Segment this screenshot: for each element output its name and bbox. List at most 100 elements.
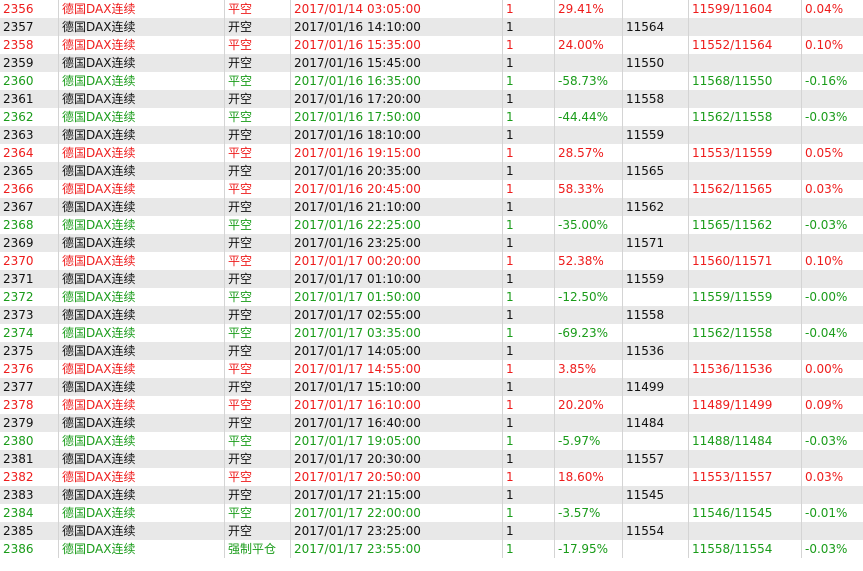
- instrument-cell: 德国DAX连续: [59, 270, 225, 288]
- table-row[interactable]: 2383 德国DAX连续 开空 2017/01/17 21:15:00 1 11545: [0, 486, 863, 504]
- quantity-cell: 1: [503, 54, 555, 72]
- instrument-cell: 德国DAX连续: [59, 522, 225, 540]
- table-row[interactable]: 2365 德国DAX连续 开空 2017/01/16 20:35:00 1 11565: [0, 162, 863, 180]
- table-row[interactable]: 2375 德国DAX连续 开空 2017/01/17 14:05:00 1 11536: [0, 342, 863, 360]
- time-cell: 2017/01/16 17:50:00: [291, 108, 503, 126]
- table-row[interactable]: 2371 德国DAX连续 开空 2017/01/17 01:10:00 1 11559: [0, 270, 863, 288]
- quantity-cell: 1: [503, 198, 555, 216]
- table-row[interactable]: 2378 德国DAX连续 平空 2017/01/17 16:10:00 1 20.20% 1…: [0, 396, 863, 414]
- table-row[interactable]: 2370 德国DAX连续 平空 2017/01/17 00:20:00 1 52.38% 1…: [0, 252, 863, 270]
- open-price-cell: [623, 36, 689, 54]
- open-price-cell: 11536: [623, 342, 689, 360]
- table-row[interactable]: 2386 德国DAX连续 强制平仓 2017/01/17 23:55:00 1 -17.9…: [0, 540, 863, 558]
- open-price-cell: 11564: [623, 18, 689, 36]
- action-cell: 开空: [225, 450, 291, 468]
- return-cell: [802, 126, 863, 144]
- time-cell: 2017/01/17 14:55:00: [291, 360, 503, 378]
- action-cell: 平空: [225, 432, 291, 450]
- trade-id-cell: 2385: [0, 522, 59, 540]
- table-row[interactable]: 2374 德国DAX连续 平空 2017/01/17 03:35:00 1 -69.23%…: [0, 324, 863, 342]
- return-cell: 0.09%: [805, 398, 844, 412]
- profit-percent-cell: [555, 450, 623, 468]
- table-row[interactable]: 2380 德国DAX连续 平空 2017/01/17 19:05:00 1 -5.97% 1…: [0, 432, 863, 450]
- trade-id-cell: 2380: [0, 432, 59, 450]
- close-open-price-cell: [689, 162, 802, 180]
- instrument-cell: 德国DAX连续: [59, 360, 225, 378]
- time-cell: 2017/01/16 18:10:00: [291, 126, 503, 144]
- table-row[interactable]: 2358 德国DAX连续 平空 2017/01/16 15:35:00 1 24.00% 1…: [0, 36, 863, 54]
- time-cell: 2017/01/17 14:05:00: [291, 342, 503, 360]
- open-price-cell: [623, 396, 689, 414]
- trade-id-cell: 2386: [0, 540, 59, 558]
- profit-percent-cell: 18.60%: [555, 468, 623, 486]
- trade-id-cell: 2371: [0, 270, 59, 288]
- table-row[interactable]: 2368 德国DAX连续 平空 2017/01/16 22:25:00 1 -35.00%…: [0, 216, 863, 234]
- close-open-price-cell: [689, 18, 802, 36]
- return-cell: [802, 450, 863, 468]
- open-price-cell: [623, 468, 689, 486]
- table-row[interactable]: 2385 德国DAX连续 开空 2017/01/17 23:25:00 1 11554: [0, 522, 863, 540]
- trade-id-cell: 2357: [0, 18, 59, 36]
- quantity-cell: 1: [503, 36, 555, 54]
- time-cell: 2017/01/16 20:45:00: [291, 180, 503, 198]
- open-price-cell: 11545: [623, 486, 689, 504]
- table-row[interactable]: 2369 德国DAX连续 开空 2017/01/16 23:25:00 1 11571: [0, 234, 863, 252]
- table-row[interactable]: 2384 德国DAX连续 平空 2017/01/17 22:00:00 1 -3.57% 1…: [0, 504, 863, 522]
- open-price-cell: [623, 180, 689, 198]
- table-row[interactable]: 2381 德国DAX连续 开空 2017/01/17 20:30:00 1 11557: [0, 450, 863, 468]
- return-cell: 0.05%: [805, 146, 844, 160]
- action-cell: 开空: [225, 162, 291, 180]
- trade-id-cell: 2360: [0, 72, 59, 90]
- profit-percent-cell: -17.95%: [555, 540, 623, 558]
- instrument-cell: 德国DAX连续: [59, 36, 225, 54]
- quantity-cell: 1: [503, 162, 555, 180]
- close-open-price-cell: [689, 450, 802, 468]
- instrument-cell: 德国DAX连续: [59, 306, 225, 324]
- trade-id-cell: 2359: [0, 54, 59, 72]
- table-row[interactable]: 2360 德国DAX连续 平空 2017/01/16 16:35:00 1 -58.73%…: [0, 72, 863, 90]
- action-cell: 开空: [225, 342, 291, 360]
- table-row[interactable]: 2373 德国DAX连续 开空 2017/01/17 02:55:00 1 11558: [0, 306, 863, 324]
- open-price-cell: [623, 252, 689, 270]
- table-row[interactable]: 2372 德国DAX连续 平空 2017/01/17 01:50:00 1 -12.50%…: [0, 288, 863, 306]
- time-cell: 2017/01/17 00:20:00: [291, 252, 503, 270]
- instrument-cell: 德国DAX连续: [59, 234, 225, 252]
- action-cell: 平空: [225, 396, 291, 414]
- close-open-price-cell: 11562/11558: [689, 108, 802, 126]
- table-row[interactable]: 2356 德国DAX连续 平空 2017/01/14 03:05:00 1 29.41% 1…: [0, 0, 863, 18]
- trade-id-cell: 2373: [0, 306, 59, 324]
- time-cell: 2017/01/17 21:15:00: [291, 486, 503, 504]
- time-cell: 2017/01/17 23:55:00: [291, 540, 503, 558]
- open-price-cell: 11565: [623, 162, 689, 180]
- table-row[interactable]: 2382 德国DAX连续 平空 2017/01/17 20:50:00 1 18.60% 1…: [0, 468, 863, 486]
- table-row[interactable]: 2361 德国DAX连续 开空 2017/01/16 17:20:00 1 11558: [0, 90, 863, 108]
- open-price-cell: [623, 540, 689, 558]
- table-row[interactable]: 2357 德国DAX连续 开空 2017/01/16 14:10:00 1 11564: [0, 18, 863, 36]
- trade-id-cell: 2364: [0, 144, 59, 162]
- table-row[interactable]: 2376 德国DAX连续 平空 2017/01/17 14:55:00 1 3.85% 11…: [0, 360, 863, 378]
- table-row[interactable]: 2362 德国DAX连续 平空 2017/01/16 17:50:00 1 -44.44%…: [0, 108, 863, 126]
- open-price-cell: [623, 144, 689, 162]
- return-cell: -0.03%: [805, 542, 848, 556]
- table-row[interactable]: 2366 德国DAX连续 平空 2017/01/16 20:45:00 1 58.33% 1…: [0, 180, 863, 198]
- table-row[interactable]: 2363 德国DAX连续 开空 2017/01/16 18:10:00 1 11559: [0, 126, 863, 144]
- table-row[interactable]: 2379 德国DAX连续 开空 2017/01/17 16:40:00 1 11484: [0, 414, 863, 432]
- close-open-price-cell: [689, 414, 802, 432]
- table-row[interactable]: 2364 德国DAX连续 平空 2017/01/16 19:15:00 1 28.57% 1…: [0, 144, 863, 162]
- profit-percent-cell: 3.85%: [555, 360, 623, 378]
- time-cell: 2017/01/16 17:20:00: [291, 90, 503, 108]
- time-cell: 2017/01/17 02:55:00: [291, 306, 503, 324]
- table-row[interactable]: 2377 德国DAX连续 开空 2017/01/17 15:10:00 1 11499: [0, 378, 863, 396]
- table-row[interactable]: 2359 德国DAX连续 开空 2017/01/16 15:45:00 1 11550: [0, 54, 863, 72]
- quantity-cell: 1: [503, 126, 555, 144]
- close-open-price-cell: [689, 234, 802, 252]
- table-row[interactable]: 2367 德国DAX连续 开空 2017/01/16 21:10:00 1 11562: [0, 198, 863, 216]
- return-cell: 0.03%: [805, 182, 844, 196]
- action-cell: 平空: [225, 216, 291, 234]
- instrument-cell: 德国DAX连续: [59, 450, 225, 468]
- instrument-cell: 德国DAX连续: [59, 90, 225, 108]
- instrument-cell: 德国DAX连续: [59, 108, 225, 126]
- trade-id-cell: 2356: [0, 0, 59, 18]
- trade-id-cell: 2376: [0, 360, 59, 378]
- profit-percent-cell: [555, 342, 623, 360]
